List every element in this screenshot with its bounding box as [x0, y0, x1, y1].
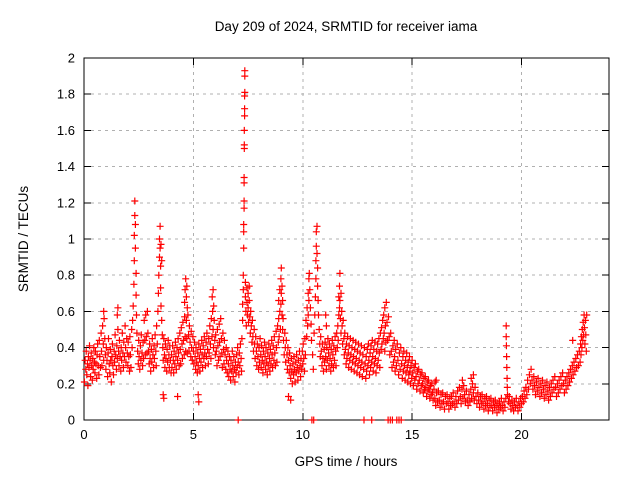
data-points-scatter [80, 67, 591, 424]
chart-title: Day 209 of 2024, SRMTID for receiver iam… [215, 19, 478, 34]
x-tick-label: 15 [405, 427, 419, 442]
y-axis-label: SRMTID / TECUs [16, 186, 31, 293]
y-tick-label: 2 [68, 51, 75, 66]
y-tick-label: 1.6 [57, 123, 75, 138]
x-tick-labels: 0 5 10 15 20 [80, 427, 528, 442]
x-tick-label: 10 [296, 427, 310, 442]
y-tick-labels: 0 0.2 0.4 0.6 0.8 1 1.2 1.4 1.6 1.8 2 [57, 51, 75, 428]
x-tick-label: 0 [80, 427, 87, 442]
y-tick-label: 1.2 [57, 195, 75, 210]
y-tick-label: 1 [68, 232, 75, 247]
y-tick-label: 0.6 [57, 304, 75, 319]
x-tick-label: 20 [514, 427, 528, 442]
y-tick-label: 0.4 [57, 340, 75, 355]
y-tick-label: 0.8 [57, 268, 75, 283]
y-tick-label: 1.4 [57, 159, 75, 174]
x-axis-label: GPS time / hours [295, 454, 398, 469]
y-tick-label: 0 [68, 413, 75, 428]
y-tick-label: 1.8 [57, 87, 75, 102]
y-tick-label: 0.2 [57, 376, 75, 391]
x-tick-label: 5 [190, 427, 197, 442]
